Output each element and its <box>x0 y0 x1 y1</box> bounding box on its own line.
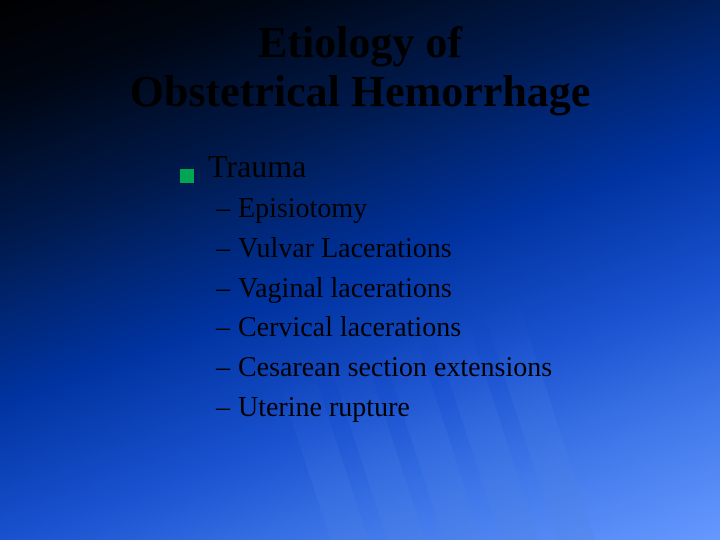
slide-title: Etiology of Obstetrical Hemorrhage <box>0 18 720 117</box>
dash-icon: – <box>216 269 238 309</box>
dash-icon: – <box>216 348 238 388</box>
sub-item-label: Cesarean section extensions <box>238 352 552 383</box>
dash-icon: – <box>216 308 238 348</box>
sub-item-label: Vulvar Lacerations <box>238 233 452 264</box>
sub-item: –Episiotomy <box>216 189 552 229</box>
dash-icon: – <box>216 388 238 428</box>
slide-content: Trauma –Episiotomy –Vulvar Lacerations –… <box>180 148 552 428</box>
bullet-text: Trauma <box>208 148 306 185</box>
sub-item-label: Uterine rupture <box>238 392 410 423</box>
sub-item-label: Episiotomy <box>238 193 367 224</box>
sub-item: –Uterine rupture <box>216 388 552 428</box>
bullet-marker-icon <box>180 169 194 183</box>
sub-item: –Cesarean section extensions <box>216 348 552 388</box>
dash-icon: – <box>216 189 238 229</box>
sub-item: –Vaginal lacerations <box>216 269 552 309</box>
dash-icon: – <box>216 229 238 269</box>
title-line-2: Obstetrical Hemorrhage <box>0 67 720 116</box>
sub-item-label: Cervical lacerations <box>238 312 461 343</box>
sub-item: –Cervical lacerations <box>216 308 552 348</box>
title-line-1: Etiology of <box>0 18 720 67</box>
bullet-item: Trauma <box>180 148 552 185</box>
sub-item-label: Vaginal lacerations <box>238 273 452 304</box>
sub-item: –Vulvar Lacerations <box>216 229 552 269</box>
sub-list: –Episiotomy –Vulvar Lacerations –Vaginal… <box>216 189 552 428</box>
slide: Etiology of Obstetrical Hemorrhage Traum… <box>0 0 720 540</box>
